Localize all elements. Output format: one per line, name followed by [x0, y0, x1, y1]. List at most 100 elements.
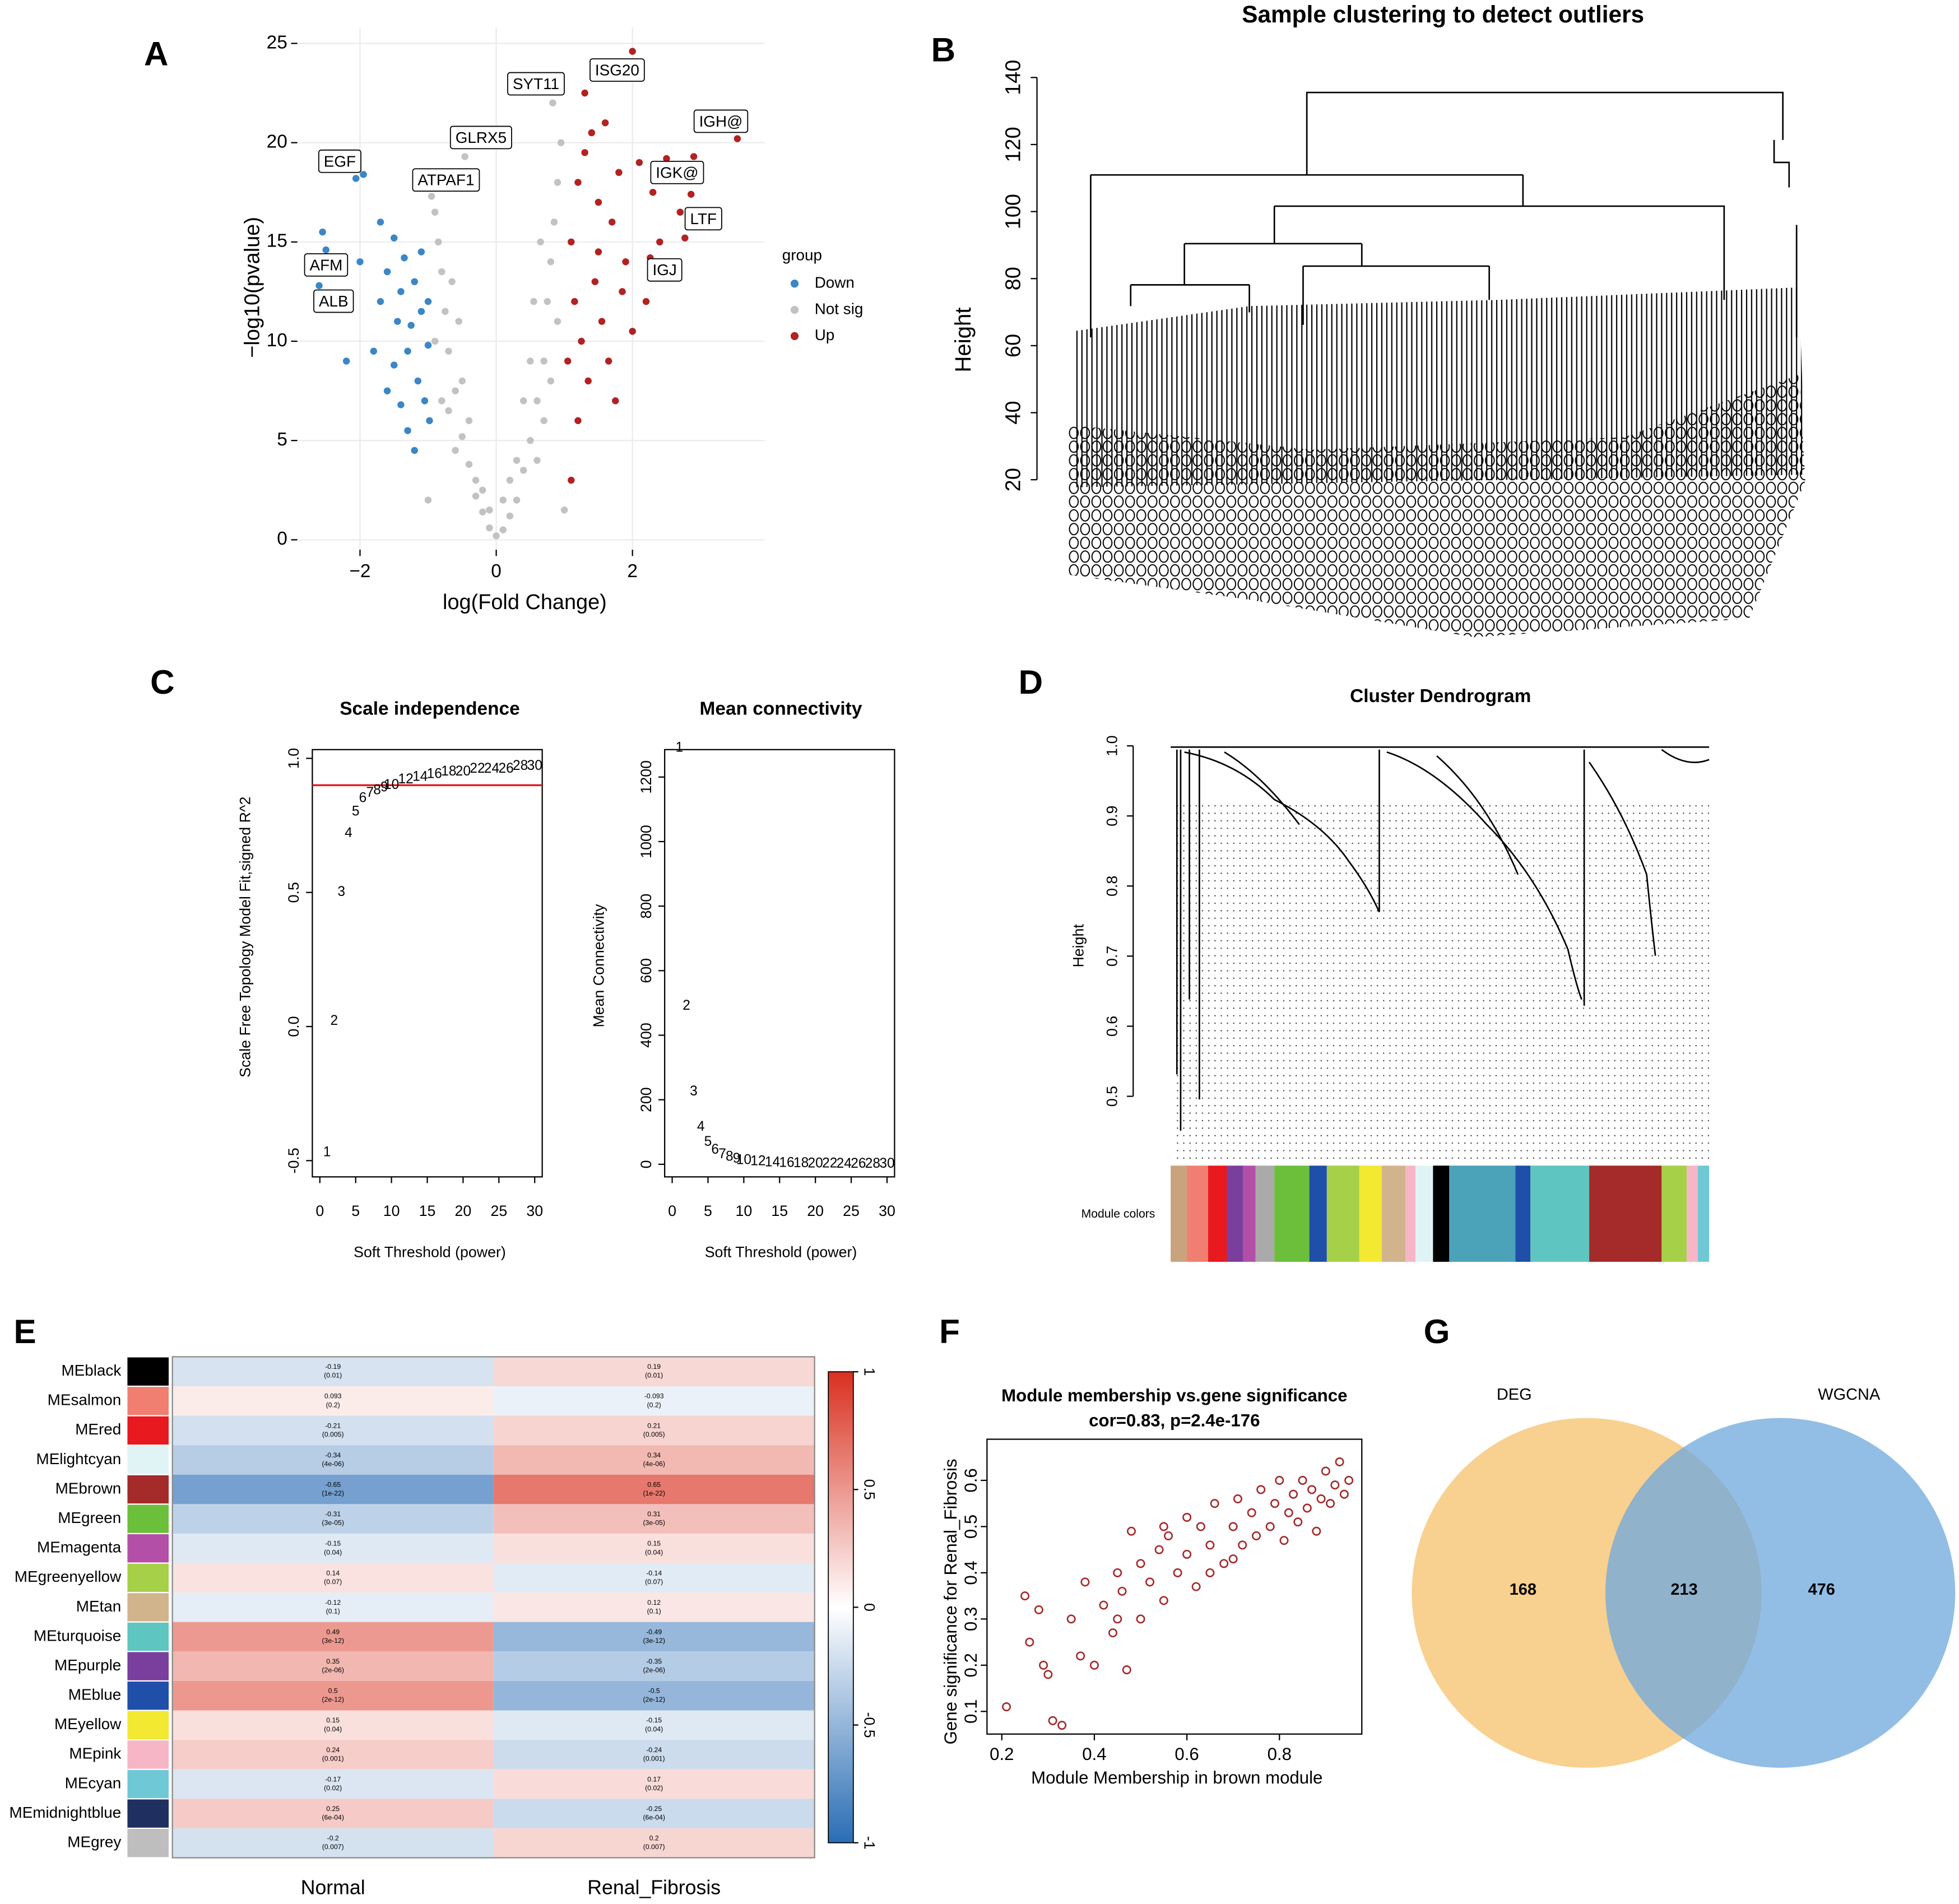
point [527, 436, 534, 444]
point [1159, 1596, 1168, 1605]
cell-value: -0.49 [646, 1628, 662, 1636]
heatmap-cell [172, 1769, 494, 1799]
cell-pvalue: (1e-22) [643, 1489, 665, 1497]
point [486, 506, 493, 514]
heatmap-cell [172, 1651, 494, 1681]
colorbar-tick-label: 0.5 [861, 1479, 878, 1500]
annotation: GLRX5 [456, 129, 507, 146]
cell-value: -0.15 [646, 1716, 662, 1724]
annotation-box [507, 72, 565, 96]
y-tick-label: 1200 [638, 760, 654, 794]
heatmap-cell [172, 1533, 494, 1563]
row-label: MEbrown [55, 1479, 122, 1497]
cell-pvalue: (0.04) [645, 1548, 663, 1556]
y-tick-label: 0.6 [961, 1468, 981, 1492]
point [1043, 1670, 1053, 1679]
point [1298, 1475, 1307, 1485]
legend-title: group [782, 246, 822, 263]
annotation: IGH@ [699, 113, 743, 130]
point [519, 467, 527, 474]
module-color [1405, 1165, 1416, 1262]
point [1057, 1721, 1067, 1730]
heatmap-cell [493, 1415, 815, 1446]
point [1048, 1716, 1057, 1725]
point [513, 496, 521, 504]
point-label: 22 [822, 1156, 837, 1171]
point [499, 496, 507, 504]
point [560, 506, 568, 514]
y-tick-label: 0 [277, 528, 287, 549]
point [377, 298, 384, 305]
point [472, 493, 480, 500]
venn-count: 476 [1808, 1581, 1835, 1599]
cell-value: -0.31 [325, 1510, 341, 1518]
heatmap-border [171, 1356, 815, 1859]
heatmap-cell [493, 1680, 815, 1711]
point [1339, 1489, 1349, 1499]
dendrogram-b [1068, 91, 1805, 638]
cell-pvalue: (0.001) [643, 1754, 665, 1762]
point [455, 318, 462, 325]
point-label: 28 [865, 1156, 880, 1171]
point [486, 524, 493, 532]
point [540, 417, 547, 424]
module-color [1243, 1165, 1256, 1262]
x-tick-label: 0.8 [1268, 1744, 1292, 1764]
cell-pvalue: (0.007) [643, 1843, 665, 1851]
point [1108, 1628, 1118, 1638]
annotation: ATPAF1 [417, 171, 474, 189]
cell-pvalue: (0.2) [326, 1401, 340, 1409]
point [315, 282, 323, 290]
point [533, 397, 541, 405]
point [656, 238, 663, 246]
cell-value: 0.19 [647, 1363, 661, 1371]
y-tick-label: 140 [1001, 60, 1025, 95]
row-label: MEgrey [67, 1833, 121, 1851]
colorbar-label: Module colors [1081, 1208, 1155, 1220]
point [391, 234, 398, 242]
row-swatch [127, 1446, 169, 1474]
point [533, 457, 541, 464]
point [1191, 1582, 1201, 1591]
cell-value: 0.65 [647, 1480, 661, 1488]
point-label: 18 [441, 764, 456, 779]
y-tick-label: 60 [1001, 334, 1025, 357]
point [537, 238, 544, 246]
cell-pvalue: (0.1) [647, 1607, 661, 1615]
point [506, 512, 514, 520]
module-color [1326, 1165, 1359, 1262]
point-label: 2 [683, 998, 690, 1013]
row-swatch [127, 1799, 169, 1828]
point-label: 9 [380, 780, 388, 795]
cell-pvalue: (6e-04) [322, 1814, 344, 1822]
point [1228, 1554, 1238, 1564]
point [581, 149, 588, 156]
point [452, 387, 459, 394]
module-color [1274, 1165, 1310, 1262]
point [1321, 1466, 1330, 1476]
point [506, 476, 514, 484]
row-swatch [127, 1711, 169, 1739]
point [421, 397, 429, 405]
point-label: 2 [331, 1013, 338, 1028]
panel-label: D [1019, 663, 1043, 701]
point-label: 28 [513, 758, 528, 773]
x-tick-label: 10 [383, 1202, 400, 1219]
x-tick-label: 0.2 [990, 1744, 1014, 1764]
point [1289, 1489, 1298, 1499]
point-label: 9 [733, 1151, 741, 1166]
point [417, 248, 425, 256]
venn-set [1605, 1418, 1956, 1768]
row-swatch [127, 1416, 169, 1445]
point [1020, 1591, 1030, 1601]
cell-pvalue: (6e-04) [643, 1814, 665, 1822]
y-tick-label: -0.5 [285, 1148, 302, 1173]
dendrogram-branches [1176, 749, 1585, 1131]
dendrogram-d [1171, 746, 1710, 1160]
row-label: MEpink [69, 1745, 121, 1762]
point [1205, 1568, 1215, 1577]
point [370, 347, 378, 355]
y-tick-label: 0.4 [961, 1561, 981, 1585]
heatmap-cell [172, 1740, 494, 1770]
